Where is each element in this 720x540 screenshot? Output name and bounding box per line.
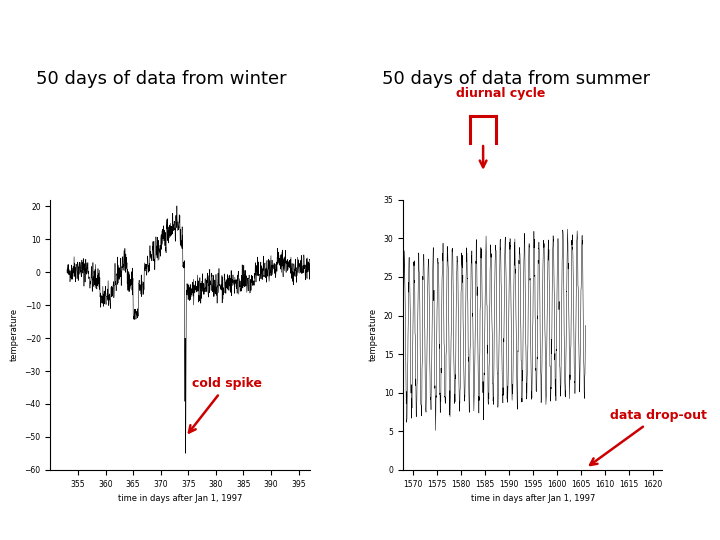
Text: 50 days of data from summer: 50 days of data from summer [382,70,649,88]
Text: data drop-out: data drop-out [590,409,706,465]
Y-axis label: temperature: temperature [10,308,19,361]
X-axis label: time in days after Jan 1, 1997: time in days after Jan 1, 1997 [118,494,242,503]
Text: 50 days of data from winter: 50 days of data from winter [36,70,287,88]
X-axis label: time in days after Jan 1, 1997: time in days after Jan 1, 1997 [471,494,595,503]
Text: cold spike: cold spike [189,377,262,433]
Y-axis label: temperature: temperature [369,308,378,361]
Text: diurnal cycle: diurnal cycle [456,87,545,100]
